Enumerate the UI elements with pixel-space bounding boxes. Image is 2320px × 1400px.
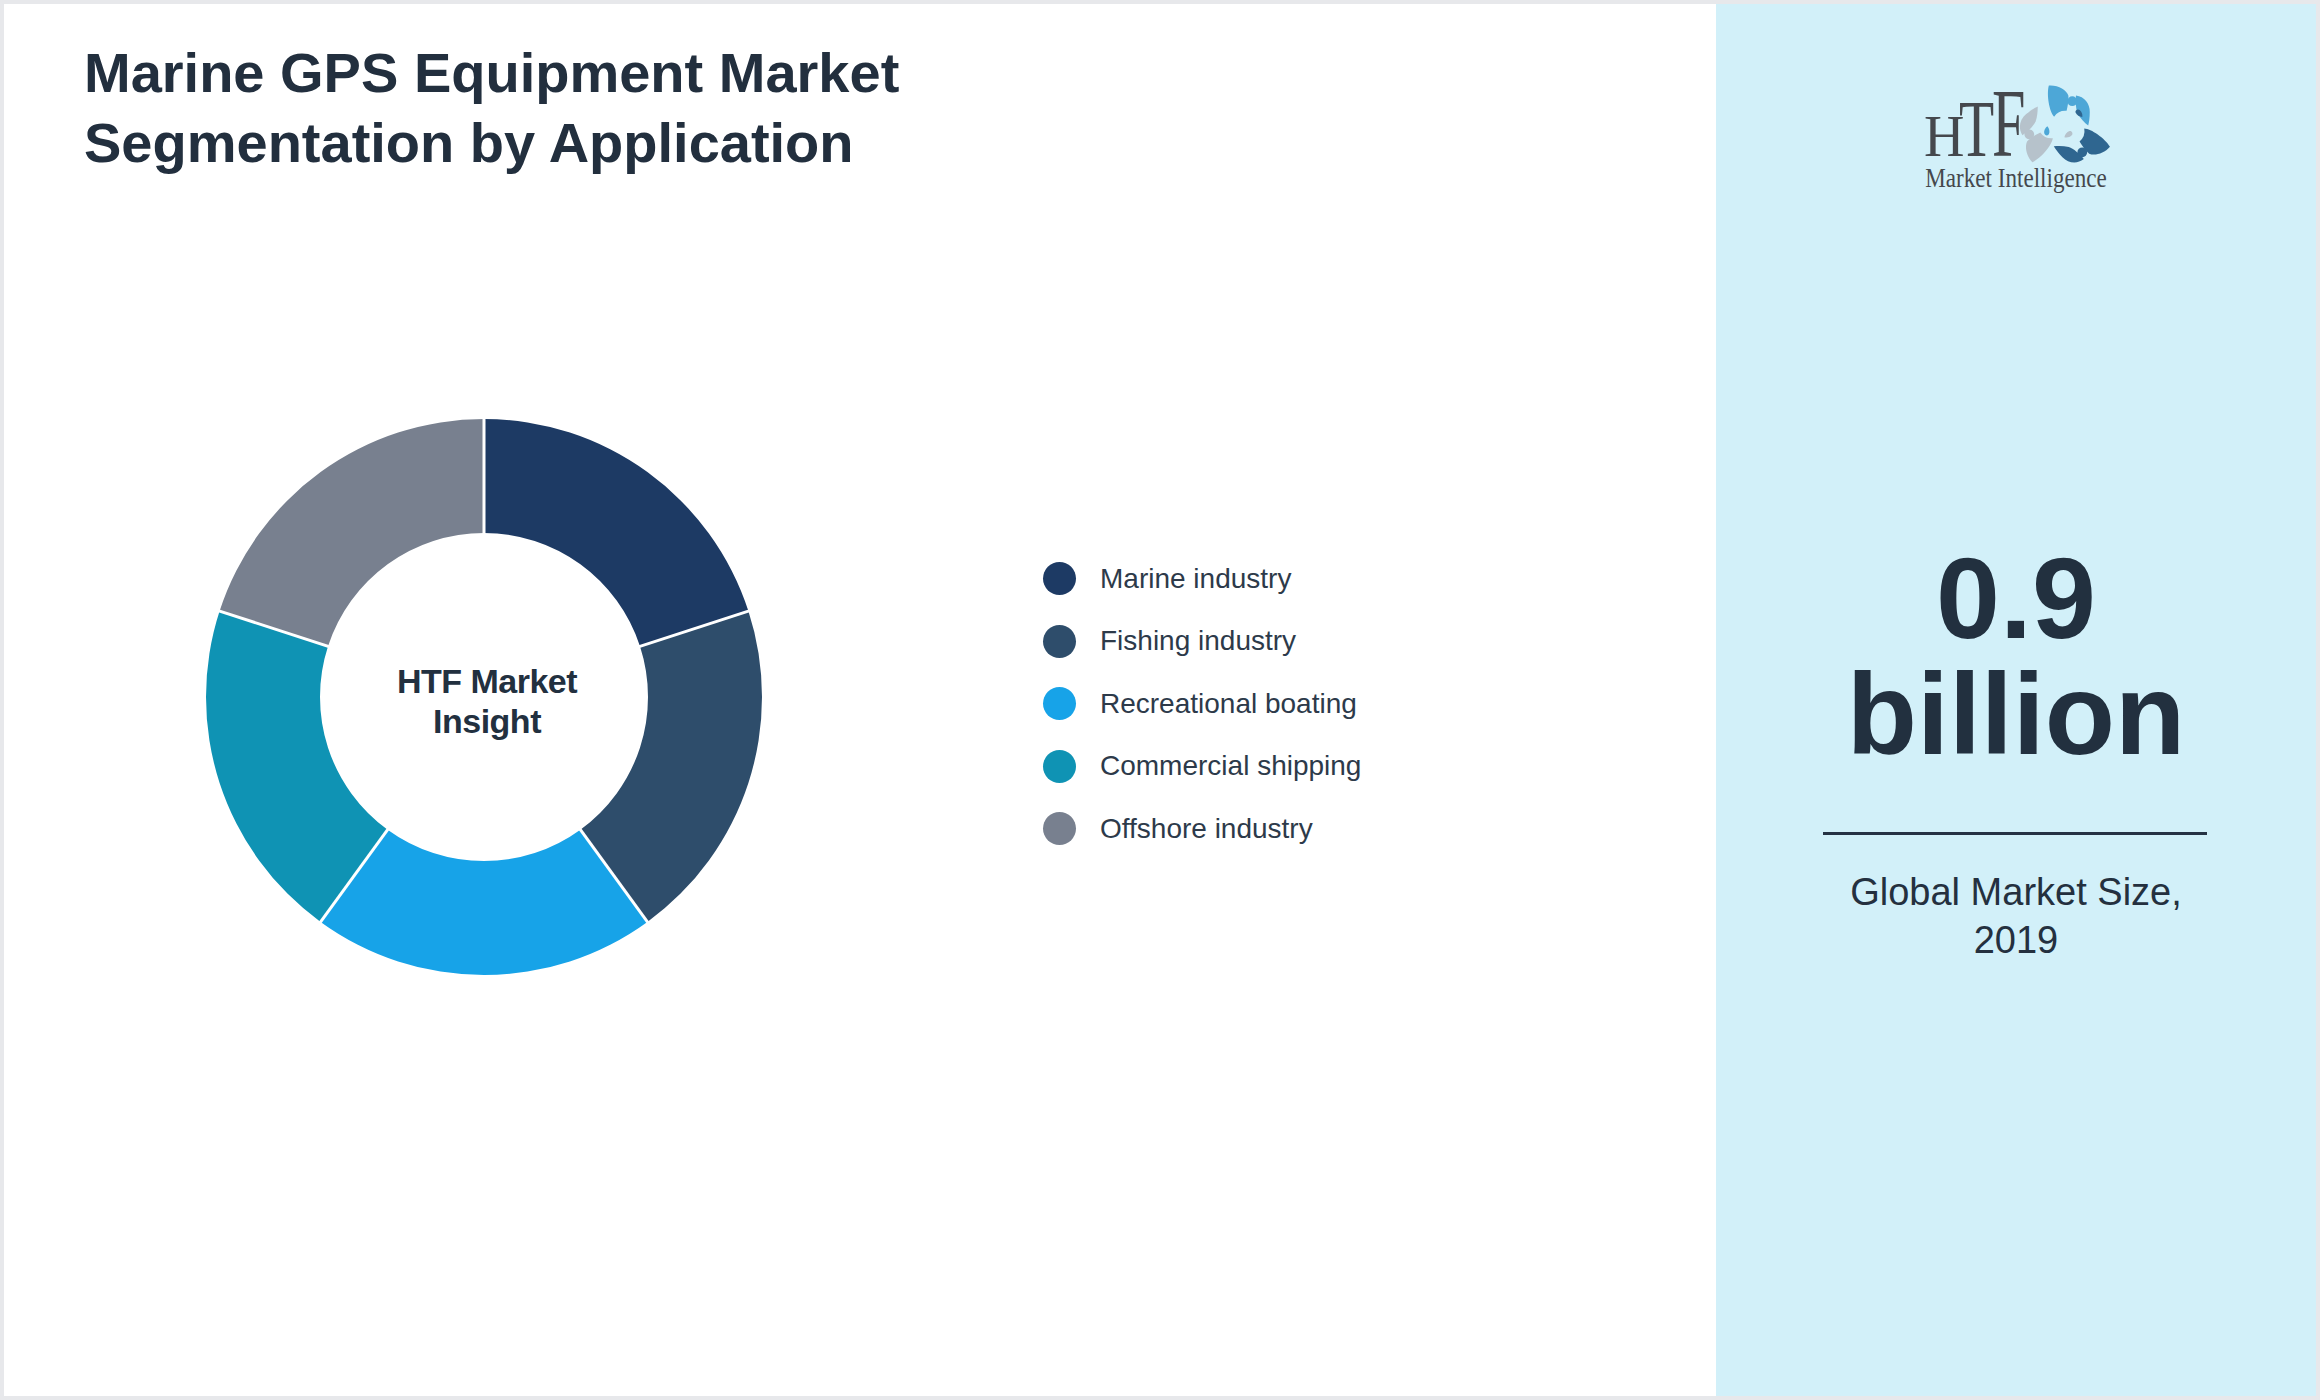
svg-text:T: T — [1959, 85, 1994, 173]
